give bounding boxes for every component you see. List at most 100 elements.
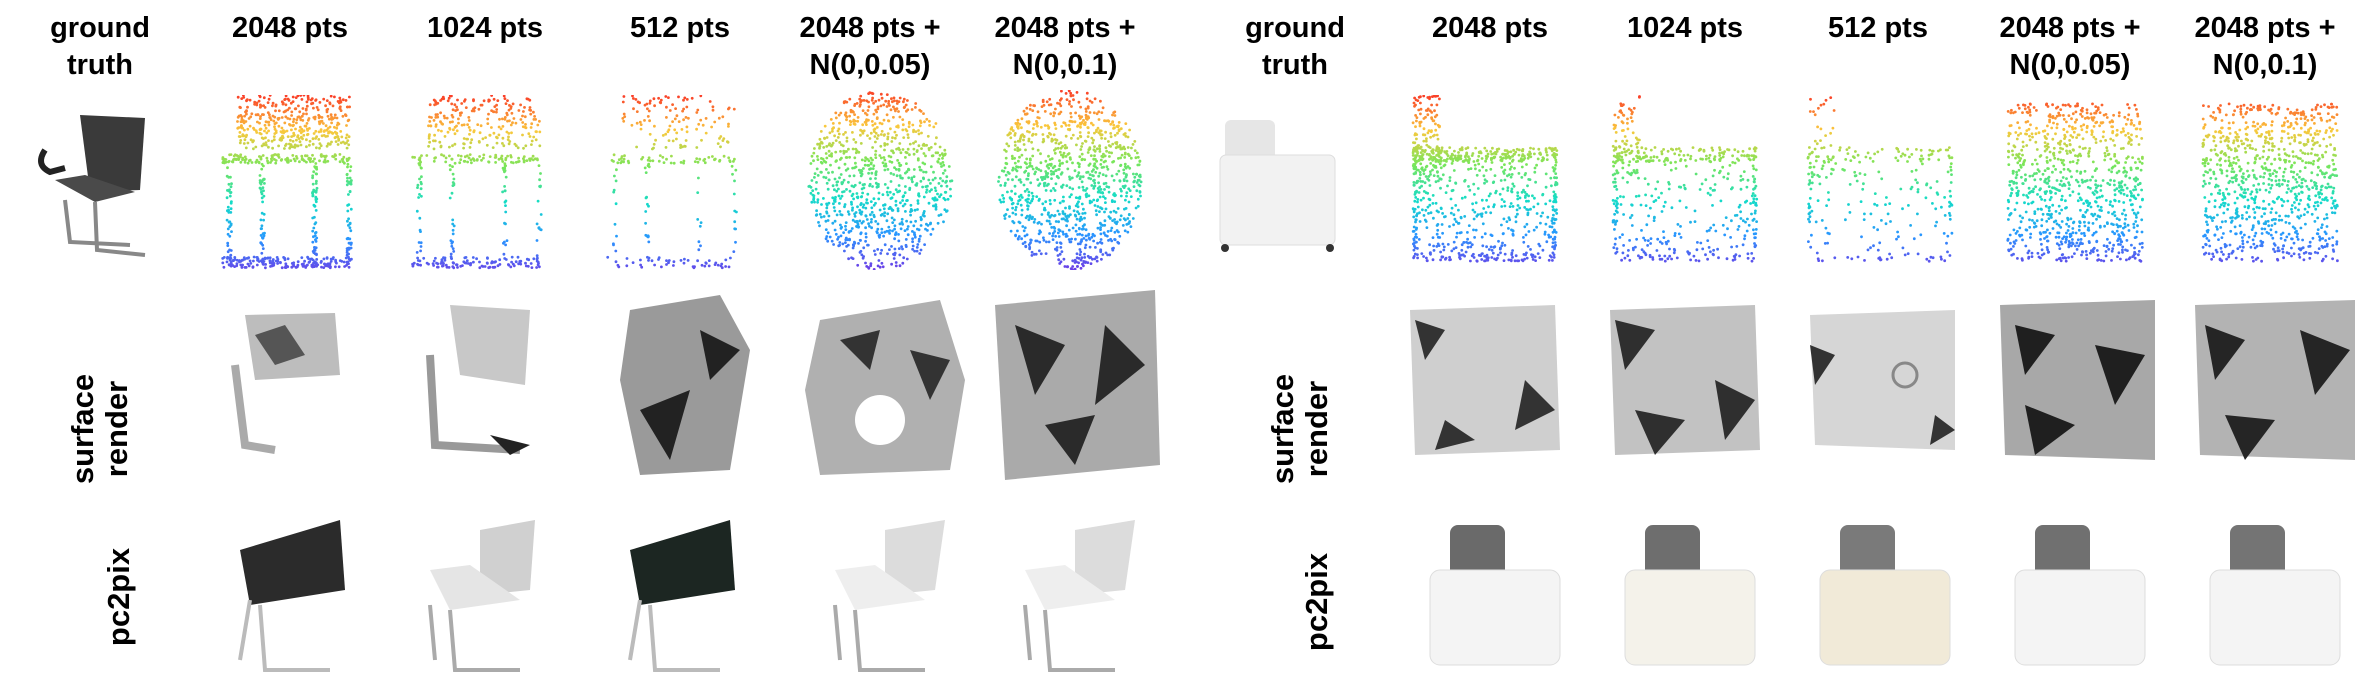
- header-2048-pts-right: 2048 pts: [1431, 12, 1549, 44]
- point: [1051, 234, 1054, 238]
- point: [939, 193, 943, 197]
- point: [674, 107, 677, 110]
- point: [1083, 123, 1087, 126]
- point: [1668, 254, 1672, 258]
- point: [1057, 176, 1060, 180]
- point: [1508, 167, 1512, 171]
- point: [1069, 157, 1072, 161]
- point: [1102, 152, 1105, 156]
- point: [615, 234, 618, 238]
- point: [1438, 155, 1441, 159]
- point: [1412, 210, 1416, 214]
- point: [849, 120, 853, 124]
- point: [1073, 267, 1077, 270]
- point: [1044, 175, 1048, 178]
- point: [478, 260, 481, 264]
- point: [1043, 124, 1047, 127]
- point: [1505, 220, 1509, 223]
- point: [479, 124, 483, 128]
- point: [906, 108, 910, 112]
- point: [727, 107, 730, 111]
- point: [270, 139, 274, 143]
- point: [1076, 210, 1079, 213]
- point: [1667, 187, 1671, 191]
- point: [345, 146, 349, 150]
- point: [345, 260, 349, 264]
- point: [1075, 256, 1079, 260]
- point: [1058, 162, 1062, 165]
- point: [1095, 147, 1099, 151]
- point: [1635, 237, 1638, 241]
- point: [831, 221, 835, 225]
- point: [898, 142, 902, 145]
- point: [1099, 249, 1103, 252]
- point: [815, 209, 818, 213]
- point: [1076, 265, 1079, 268]
- point: [1093, 181, 1097, 185]
- point: [1616, 196, 1619, 200]
- point: [1444, 151, 1447, 154]
- point: [1419, 173, 1422, 177]
- point: [243, 158, 247, 162]
- point: [1522, 253, 1526, 256]
- point: [1099, 188, 1103, 191]
- point: [1065, 184, 1069, 188]
- point: [481, 137, 485, 141]
- point: [315, 236, 319, 240]
- point: [1062, 151, 1066, 155]
- point: [335, 126, 339, 130]
- point: [492, 131, 496, 135]
- point: [1443, 215, 1446, 219]
- point: [1416, 198, 1420, 201]
- point: [895, 133, 898, 137]
- point: [848, 97, 852, 101]
- point: [883, 211, 887, 215]
- point: [812, 151, 816, 155]
- point: [875, 116, 879, 120]
- point: [1873, 202, 1876, 206]
- point: [852, 174, 856, 178]
- point: [1446, 184, 1449, 188]
- point: [293, 159, 297, 163]
- point: [1025, 214, 1029, 218]
- point: [451, 181, 455, 184]
- point: [909, 208, 913, 211]
- point: [325, 257, 329, 260]
- point: [1088, 201, 1092, 205]
- point: [1026, 204, 1029, 208]
- point: [711, 108, 715, 112]
- point: [860, 187, 864, 191]
- point: [627, 161, 631, 165]
- point: [418, 259, 422, 263]
- point: [1620, 151, 1624, 154]
- point: [258, 95, 262, 99]
- point: [1064, 92, 1068, 95]
- point: [1091, 123, 1095, 127]
- point: [1022, 143, 1026, 146]
- point: [243, 114, 246, 118]
- point: [1700, 182, 1704, 186]
- point: [644, 210, 648, 213]
- point: [874, 171, 878, 175]
- point: [1130, 146, 1133, 150]
- point: [898, 96, 902, 100]
- point: [1081, 212, 1085, 215]
- point: [864, 156, 867, 160]
- point: [882, 156, 886, 159]
- point: [640, 265, 644, 269]
- point: [1433, 165, 1437, 169]
- point: [262, 234, 266, 238]
- point: [273, 115, 277, 119]
- point: [891, 136, 894, 140]
- point: [621, 117, 625, 120]
- point: [1416, 256, 1419, 260]
- point: [658, 154, 662, 157]
- point: [1077, 200, 1080, 204]
- point: [459, 264, 463, 268]
- point: [931, 227, 935, 231]
- point: [825, 206, 829, 210]
- point: [1458, 257, 1462, 261]
- point: [1422, 190, 1426, 193]
- point: [266, 161, 270, 165]
- point: [838, 121, 841, 125]
